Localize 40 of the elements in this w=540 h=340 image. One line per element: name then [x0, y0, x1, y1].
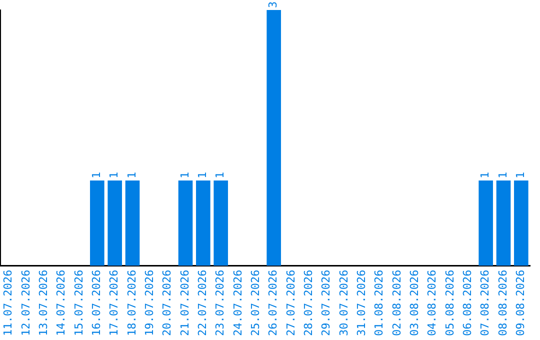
x-tick-label: 06.08.2026 [461, 270, 474, 336]
x-tick-label: 11.07.2026 [2, 270, 15, 336]
x-tick-label: 15.07.2026 [72, 270, 86, 336]
data-label: 1 [478, 172, 492, 179]
x-tick-label: 13.07.2026 [37, 270, 50, 336]
x-tick-label: 31.07.2026 [355, 270, 368, 336]
x-tick-label: 21.07.2026 [178, 270, 192, 336]
x-tick-label: 07.08.2026 [478, 270, 492, 336]
x-tick-label: 05.08.2026 [443, 270, 456, 336]
x-tick-label: 22.07.2026 [196, 270, 210, 336]
x-tick-label: 27.07.2026 [284, 270, 298, 336]
data-label: 1 [125, 172, 138, 179]
x-tick-label: 01.08.2026 [372, 270, 386, 336]
x-tick-label: 25.07.2026 [249, 270, 262, 336]
x-tick-label: 29.07.2026 [320, 270, 333, 336]
x-tick-label: 09.08.2026 [514, 270, 528, 336]
x-tick-label: 20.07.2026 [160, 270, 174, 336]
x-tick-label: 23.07.2026 [214, 270, 227, 336]
data-label: 1 [178, 172, 192, 179]
data-label: 1 [514, 172, 528, 179]
data-label: 1 [90, 172, 104, 179]
x-tick-label: 08.08.2026 [496, 270, 510, 336]
data-label: 3 [266, 1, 280, 8]
x-tick-label: 19.07.2026 [143, 270, 156, 336]
x-tick-label: 14.07.2026 [54, 270, 68, 336]
x-tick-label: 04.08.2026 [426, 270, 439, 336]
x-tick-label: 03.08.2026 [408, 270, 422, 336]
data-label: 1 [214, 172, 227, 179]
x-tick-label: 18.07.2026 [125, 270, 138, 336]
x-tick-label: 30.07.2026 [337, 270, 350, 336]
x-tick-label: 26.07.2026 [266, 270, 280, 336]
x-tick-label: 17.07.2026 [108, 270, 121, 336]
data-label: 1 [496, 172, 510, 179]
x-tick-label: 28.07.2026 [302, 270, 316, 336]
data-label: 1 [108, 172, 121, 179]
data-label: 1 [196, 172, 210, 179]
x-tick-label: 12.07.2026 [19, 270, 32, 336]
x-tick-label: 16.07.2026 [90, 270, 104, 336]
x-tick-label: 02.08.2026 [390, 270, 404, 336]
x-tick-label: 24.07.2026 [231, 270, 244, 336]
